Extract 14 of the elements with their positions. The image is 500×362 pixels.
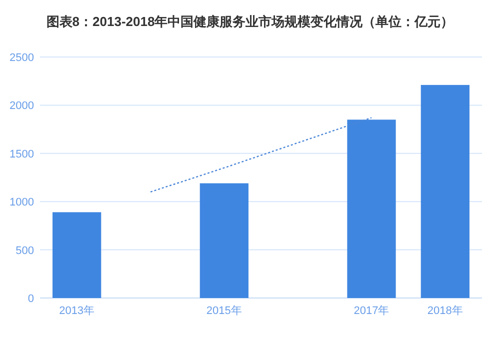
bar xyxy=(420,84,470,298)
y-tick-label: 1000 xyxy=(10,196,34,209)
chart-title: 图表8：2013-2018年中国健康服务业市场规模变化情况（单位：亿元） xyxy=(46,14,454,29)
x-tick-label: 2017年 xyxy=(354,305,390,317)
x-tick-label: 2013年 xyxy=(59,305,95,317)
bar xyxy=(52,212,102,298)
y-tick-label: 1500 xyxy=(10,148,34,160)
y-tick-label: 2000 xyxy=(10,100,34,112)
y-tick-label: 2500 xyxy=(10,52,34,64)
y-tick-label: 500 xyxy=(16,244,34,257)
y-tick-label: 0 xyxy=(28,293,34,305)
x-tick-label: 2015年 xyxy=(206,305,242,317)
bar xyxy=(200,183,248,298)
x-tick-label: 2018年 xyxy=(427,305,463,317)
